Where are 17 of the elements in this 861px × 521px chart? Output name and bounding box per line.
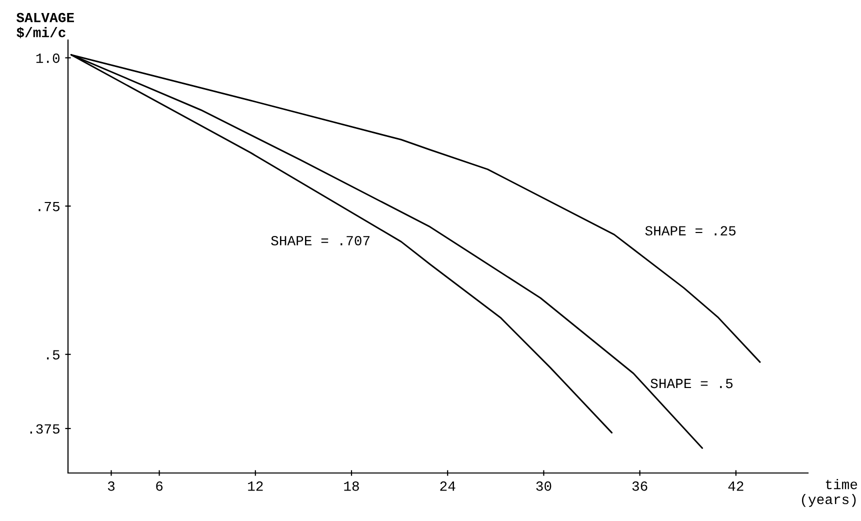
x-tick-label: 42 (728, 481, 744, 491)
x-axis-title: time (years) (802, 479, 858, 507)
y-tick-label: 1.0 (36, 54, 60, 63)
series-label: SHAPE = .707 (271, 236, 370, 246)
series-label: SHAPE = .5 (650, 378, 733, 388)
y-tick-label: .75 (38, 202, 60, 212)
x-tick-label: 24 (440, 481, 456, 491)
y-axis-title: SALVAGE $/mi/c (16, 12, 74, 38)
x-tick-label: 30 (536, 481, 552, 491)
x-tick-label: 18 (344, 481, 359, 491)
series-label: SHAPE = .25 (645, 226, 736, 236)
y-tick-label: .5 (47, 350, 60, 360)
x-tick-label: 3 (108, 481, 115, 491)
y-tick-label: .375 (30, 424, 60, 434)
x-tick-label: 6 (156, 481, 163, 491)
x-tick-label: 36 (632, 481, 648, 491)
x-tick-label: 12 (248, 481, 263, 491)
